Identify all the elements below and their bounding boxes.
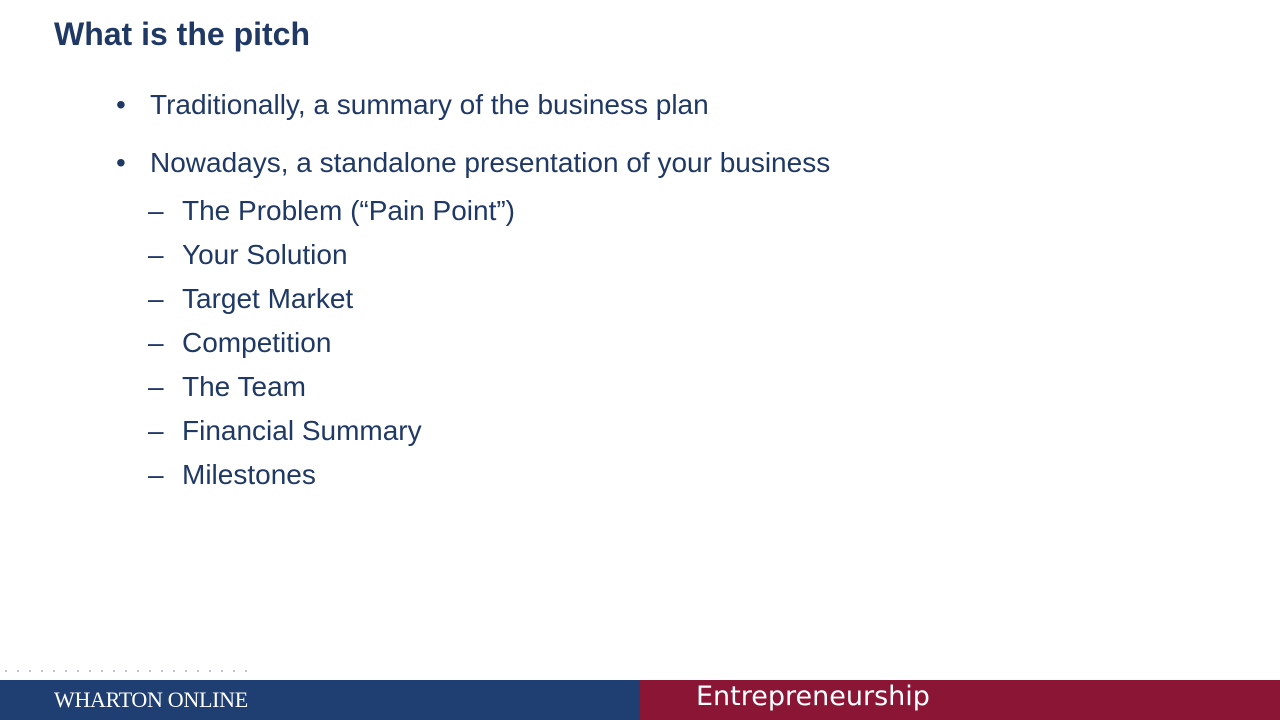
dash-marker: – — [148, 239, 164, 270]
footer-left-panel: WHARTON ONLINE — [0, 680, 640, 720]
bullet-list: • Traditionally, a summary of the busines… — [116, 87, 830, 493]
sub-item-competition: – Competition — [148, 325, 331, 361]
dash-marker: – — [148, 195, 164, 226]
organization-label: WHARTON ONLINE — [54, 687, 248, 712]
dash-marker: – — [148, 371, 164, 402]
bullet-marker: • — [116, 147, 126, 178]
sub-item-solution: – Your Solution — [148, 237, 348, 273]
course-label: Entrepreneurship — [696, 681, 930, 712]
footer-divider-dots — [0, 670, 250, 672]
sub-item-text: Milestones — [182, 459, 316, 490]
sub-item-text: Your Solution — [182, 239, 348, 270]
dash-marker: – — [148, 327, 164, 358]
bullet-text: Nowadays, a standalone presentation of y… — [150, 147, 831, 178]
sub-item-problem: – The Problem (“Pain Point”) — [148, 193, 515, 229]
sub-item-text: Target Market — [182, 283, 354, 314]
footer-right-panel: Entrepreneurship — [640, 680, 1280, 720]
sub-item-target-market: – Target Market — [148, 281, 353, 317]
sub-item-text: The Problem (“Pain Point”) — [182, 195, 516, 226]
footer-bar: WHARTON ONLINE Entrepreneurship — [0, 680, 1280, 720]
bullet-item-nowadays: • Nowadays, a standalone presentation of … — [116, 145, 830, 181]
sub-item-milestones: – Milestones — [148, 457, 316, 493]
sub-item-text: Financial Summary — [182, 415, 422, 446]
dash-marker: – — [148, 459, 164, 490]
slide-title: What is the pitch — [54, 16, 310, 52]
bullet-text: Traditionally, a summary of the business… — [150, 89, 709, 120]
bullet-item-traditionally: • Traditionally, a summary of the busines… — [116, 87, 709, 123]
bullet-marker: • — [116, 89, 126, 120]
sub-item-text: Competition — [182, 327, 332, 358]
dash-marker: – — [148, 415, 164, 446]
sub-item-financial-summary: – Financial Summary — [148, 413, 422, 449]
sub-item-text: The Team — [182, 371, 306, 402]
dash-marker: – — [148, 283, 164, 314]
sub-item-team: – The Team — [148, 369, 306, 405]
